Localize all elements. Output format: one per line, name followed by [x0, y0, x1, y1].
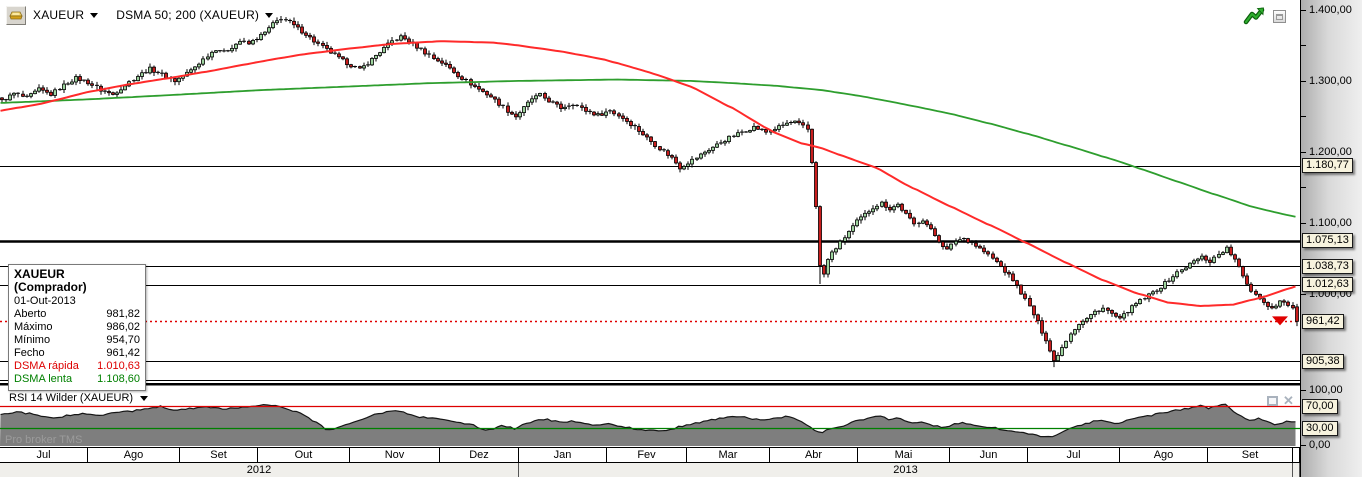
month-cell: Ago: [1120, 448, 1208, 462]
tooltip-row: Fecho961,42: [14, 347, 140, 360]
axis-tick: [1301, 45, 1306, 46]
price-level-lines: [0, 167, 1300, 362]
price-axis-label: 1.200,00: [1309, 146, 1352, 158]
chevron-down-icon: [140, 396, 148, 401]
rsi-badge: 70,00: [1302, 399, 1338, 414]
rsi-indicator-label: RSI 14 Wilder (XAUEUR): [9, 392, 133, 404]
dsma-slow-line: [1, 80, 1296, 217]
rsi-badge: 30,00: [1302, 421, 1338, 436]
indicator-label: DSMA 50; 200 (XAUEUR): [116, 8, 259, 22]
time-axis-months[interactable]: JulAgoSetOutNovDezJanFevMarAbrMaiJunJulA…: [0, 447, 1300, 463]
trading-chart-window: XAUEUR DSMA 50; 200 (XAUEUR) XAUEUR (Com…: [0, 0, 1362, 477]
axis-tick: [1301, 81, 1306, 82]
indicator-dropdown[interactable]: DSMA 50; 200 (XAUEUR): [116, 8, 273, 22]
month-cell: Set: [1208, 448, 1293, 462]
tooltip-row: DSMA lenta1.108,60: [14, 373, 140, 386]
price-badge: 1.180,77: [1302, 158, 1353, 173]
rsi-indicator-dropdown[interactable]: RSI 14 Wilder (XAUEUR): [9, 392, 148, 404]
price-badge: 1.038,73: [1302, 259, 1353, 274]
tooltip-row: Aberto981,82: [14, 308, 140, 321]
price-badge: 1.075,13: [1302, 233, 1353, 248]
tooltip-rows: Aberto981,82Máximo986,02Mínimo954,70Fech…: [14, 308, 140, 386]
chart-corner-icons: [1243, 5, 1286, 27]
month-cell: Ago: [88, 448, 180, 462]
month-cell: Abr: [770, 448, 858, 462]
axis-tick: [1301, 445, 1306, 446]
price-axis[interactable]: 1.400,001.300,001.200,001.100,001.000,00…: [1300, 0, 1362, 477]
month-cell: Mar: [687, 448, 770, 462]
year-cell: [1293, 463, 1300, 477]
price-axis-label: 1.400,00: [1309, 4, 1352, 16]
month-cell: [1293, 448, 1300, 462]
price-axis-label: 1.100,00: [1309, 217, 1352, 229]
symbol-dropdown[interactable]: XAUEUR: [33, 8, 98, 22]
time-axis-years: 20122013: [0, 463, 1300, 477]
price-badge: 961,42: [1302, 314, 1344, 329]
month-cell: Mai: [858, 448, 950, 462]
rsi-axis-label: 0,00: [1309, 439, 1330, 451]
restore-window-icon[interactable]: [1273, 10, 1286, 23]
axis-tick: [1301, 116, 1306, 117]
price-badge: 1.012,63: [1302, 277, 1353, 292]
month-cell: Jun: [950, 448, 1028, 462]
chart-canvas[interactable]: [0, 0, 1300, 447]
month-cell: Out: [258, 448, 350, 462]
month-cell: Set: [180, 448, 258, 462]
candlestick-series: [1, 16, 1299, 367]
chart-toolbar: XAUEUR DSMA 50; 200 (XAUEUR): [6, 4, 273, 26]
symbol-label: XAUEUR: [33, 8, 84, 22]
year-cell: 2013: [519, 463, 1293, 477]
month-cell: Jul: [0, 448, 88, 462]
tooltip-row: Máximo986,02: [14, 321, 140, 334]
tooltip-title: XAUEUR (Comprador): [14, 268, 140, 294]
axis-tick: [1301, 294, 1306, 295]
tooltip-date: 01-Out-2013: [14, 295, 140, 308]
axis-tick: [1301, 10, 1306, 11]
tooltip-row: Mínimo954,70: [14, 334, 140, 347]
month-cell: Fev: [607, 448, 687, 462]
chevron-down-icon: [265, 13, 273, 18]
month-cell: Dez: [440, 448, 519, 462]
chevron-down-icon: [90, 13, 98, 18]
month-cell: Nov: [350, 448, 440, 462]
month-cell: Jul: [1028, 448, 1120, 462]
panel-separator: [0, 380, 1300, 381]
rsi-restore-icon[interactable]: [1267, 396, 1278, 406]
platform-watermark: Pro broker TMS: [5, 434, 82, 446]
gold-bar-icon: [9, 9, 24, 21]
rsi-panel-controls: ✕: [1267, 396, 1294, 406]
rsi-area: [0, 404, 1296, 446]
axis-tick: [1301, 187, 1306, 188]
price-axis-label: 1.300,00: [1309, 75, 1352, 87]
price-badge: 905,38: [1302, 354, 1344, 369]
tooltip-row: DSMA rápida1.010,63: [14, 360, 140, 373]
rsi-close-icon[interactable]: ✕: [1283, 396, 1294, 406]
rsi-axis-label: 100,00: [1309, 384, 1343, 396]
month-cell: Jan: [519, 448, 607, 462]
axis-tick: [1301, 223, 1306, 224]
green-zigzag-arrow-icon[interactable]: [1243, 5, 1265, 27]
ohlc-tooltip: XAUEUR (Comprador) 01-Out-2013 Aberto981…: [8, 264, 146, 391]
axis-tick: [1301, 152, 1306, 153]
axis-tick: [1301, 390, 1306, 391]
symbol-icon-button[interactable]: [6, 6, 26, 25]
year-cell: 2012: [0, 463, 519, 477]
